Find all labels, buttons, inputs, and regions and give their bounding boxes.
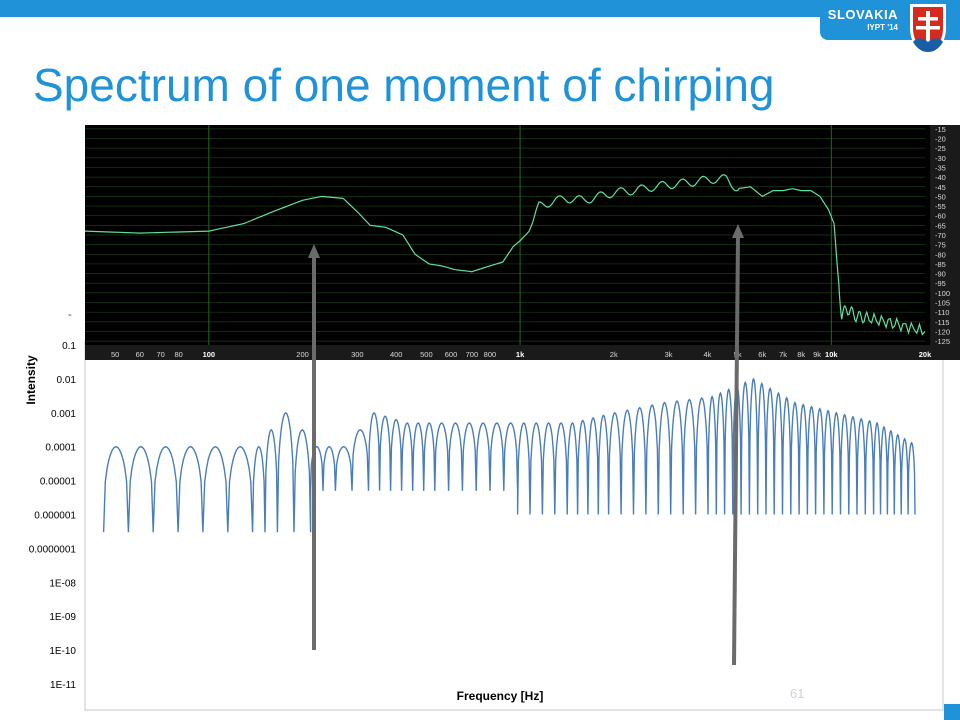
intensity-series-line bbox=[102, 377, 916, 533]
intensity-x-axis-label: Frequency [Hz] bbox=[457, 689, 544, 703]
intensity-y-ticks: 0.1 0.01 0.001 0.0001 0.00001 0.000001 0.00000… bbox=[29, 341, 77, 691]
spectrum-x-tick-label: 600 bbox=[445, 350, 458, 359]
intensity-plot bbox=[102, 377, 916, 533]
intensity-y-tick-label: 0.001 bbox=[51, 409, 76, 420]
spectrum-x-tick-label: 1k bbox=[516, 350, 525, 359]
spectrum-x-tick-label: 7k bbox=[779, 350, 787, 359]
spectrum-grid bbox=[85, 125, 925, 345]
spectrum-x-tick-label: 20k bbox=[919, 350, 932, 359]
spectrum-x-tick-label: 10k bbox=[825, 350, 838, 359]
country-label: SLOVAKIA bbox=[827, 7, 898, 22]
arrow-low-head bbox=[308, 244, 320, 258]
intensity-y-tick-label: 1E-10 bbox=[49, 646, 76, 657]
bottom-accent-corner bbox=[944, 704, 960, 720]
intensity-y-tick-label: 0.00001 bbox=[40, 477, 77, 488]
slide-title: Spectrum of one moment of chirping bbox=[33, 59, 775, 111]
spectrum-y-tick-label: -25 bbox=[935, 144, 946, 153]
spectrum-y-tick-label: -35 bbox=[935, 163, 946, 172]
spectrum-x-tick-label: 2k bbox=[610, 350, 618, 359]
spectrum-y-tick-label: -125 bbox=[935, 337, 950, 346]
spectrum-x-tick-label: 400 bbox=[390, 350, 403, 359]
spectrum-y-tick-label: -110 bbox=[935, 308, 949, 317]
spectrum-x-tick-label: 6k bbox=[758, 350, 766, 359]
spectrum-x-tick-label: 50 bbox=[111, 350, 119, 359]
spectrum-series-line bbox=[84, 174, 926, 336]
spectrum-y-ticks: -15-20-25-30-35-40-45-50-55-60-65-70-75-… bbox=[935, 125, 950, 346]
spectrum-y-tick-label: -55 bbox=[935, 202, 946, 211]
spectrum-y-tick-label: -65 bbox=[935, 221, 946, 230]
spectrum-x-tick-label: 60 bbox=[136, 350, 144, 359]
spectrum-y-tick-label: -115 bbox=[935, 318, 949, 327]
spectrum-y-axis-band bbox=[930, 125, 960, 360]
spectrum-y-tick-label: -90 bbox=[935, 270, 946, 279]
intensity-y-tick-label: 1E-11 bbox=[50, 680, 76, 691]
intensity-y-tick-label: 0.1 bbox=[62, 341, 76, 352]
intensity-y-tick-label: 0.01 bbox=[57, 375, 77, 386]
spectrum-x-axis-band bbox=[85, 345, 930, 360]
spectrum-y-tick-label: -45 bbox=[935, 183, 946, 192]
spectrum-x-ticks: 50 60 70 80 100 200 300 400 500 600 700 800 1k 2k 3k 4k… bbox=[111, 350, 932, 359]
intensity-y-tick-label: 0.000001 bbox=[34, 511, 76, 522]
spectrum-x-tick-label: 100 bbox=[203, 350, 216, 359]
spectrum-x-tick-label: 500 bbox=[420, 350, 433, 359]
spectrum-y-tick-label: -30 bbox=[935, 154, 946, 163]
spectrum-y-tick-label: -100 bbox=[935, 289, 950, 298]
slovak-coat-of-arms-icon bbox=[910, 4, 946, 56]
spectrum-y-tick-label: -95 bbox=[935, 279, 946, 288]
spectrum-x-tick-label: 70 bbox=[156, 350, 164, 359]
intensity-y-axis-label: Intensity bbox=[24, 355, 38, 405]
spectrum-x-tick-label: 4k bbox=[703, 350, 711, 359]
spectrum-x-tick-label: 9k bbox=[813, 350, 821, 359]
spectrum-x-tick-label: 700 bbox=[466, 350, 479, 359]
spectrum-y-tick-label: -120 bbox=[935, 327, 950, 336]
spectrum-y-tick-label: -80 bbox=[935, 250, 946, 259]
brand-block: SLOVAKIA IYPT '14 bbox=[828, 7, 898, 32]
top-accent-bar bbox=[0, 0, 960, 17]
spectrum-x-tick-label: 200 bbox=[296, 350, 309, 359]
spectrum-x-tick-label: 800 bbox=[484, 350, 497, 359]
spectrum-y-tick-label: -50 bbox=[935, 192, 946, 201]
arrow-high-shaft bbox=[732, 235, 740, 666]
spectrum-y-tick-label: -105 bbox=[935, 299, 950, 308]
spectrum-x-tick-label: 3k bbox=[665, 350, 673, 359]
page-number: 61 bbox=[790, 686, 805, 701]
spectrum-y-tick-label: -70 bbox=[935, 231, 946, 240]
spectrum-x-tick-label: 300 bbox=[351, 350, 364, 359]
intensity-y-tick-label: 1E-09 bbox=[49, 612, 76, 623]
spectrum-y-tick-label: -40 bbox=[935, 173, 946, 182]
arrow-high-head bbox=[732, 224, 744, 238]
event-label: IYPT '14 bbox=[867, 23, 898, 32]
spectrum-x-tick-label: 80 bbox=[175, 350, 183, 359]
spectrum-y-tick-label: -20 bbox=[935, 135, 946, 144]
spectrum-y-axis-marker: - bbox=[68, 309, 72, 321]
spectrum-y-tick-label: -85 bbox=[935, 260, 946, 269]
intensity-y-tick-label: 1E-08 bbox=[49, 578, 76, 589]
spectrum-y-tick-label: -60 bbox=[935, 212, 946, 221]
spectrum-y-tick-label: -75 bbox=[935, 241, 946, 250]
spectrum-x-tick-label: 8k bbox=[797, 350, 805, 359]
spectrum-plot bbox=[84, 174, 926, 336]
intensity-y-tick-label: 0.0000001 bbox=[29, 544, 77, 555]
spectrum-y-tick-label: -15 bbox=[935, 125, 946, 134]
intensity-y-tick-label: 0.0001 bbox=[45, 443, 76, 454]
